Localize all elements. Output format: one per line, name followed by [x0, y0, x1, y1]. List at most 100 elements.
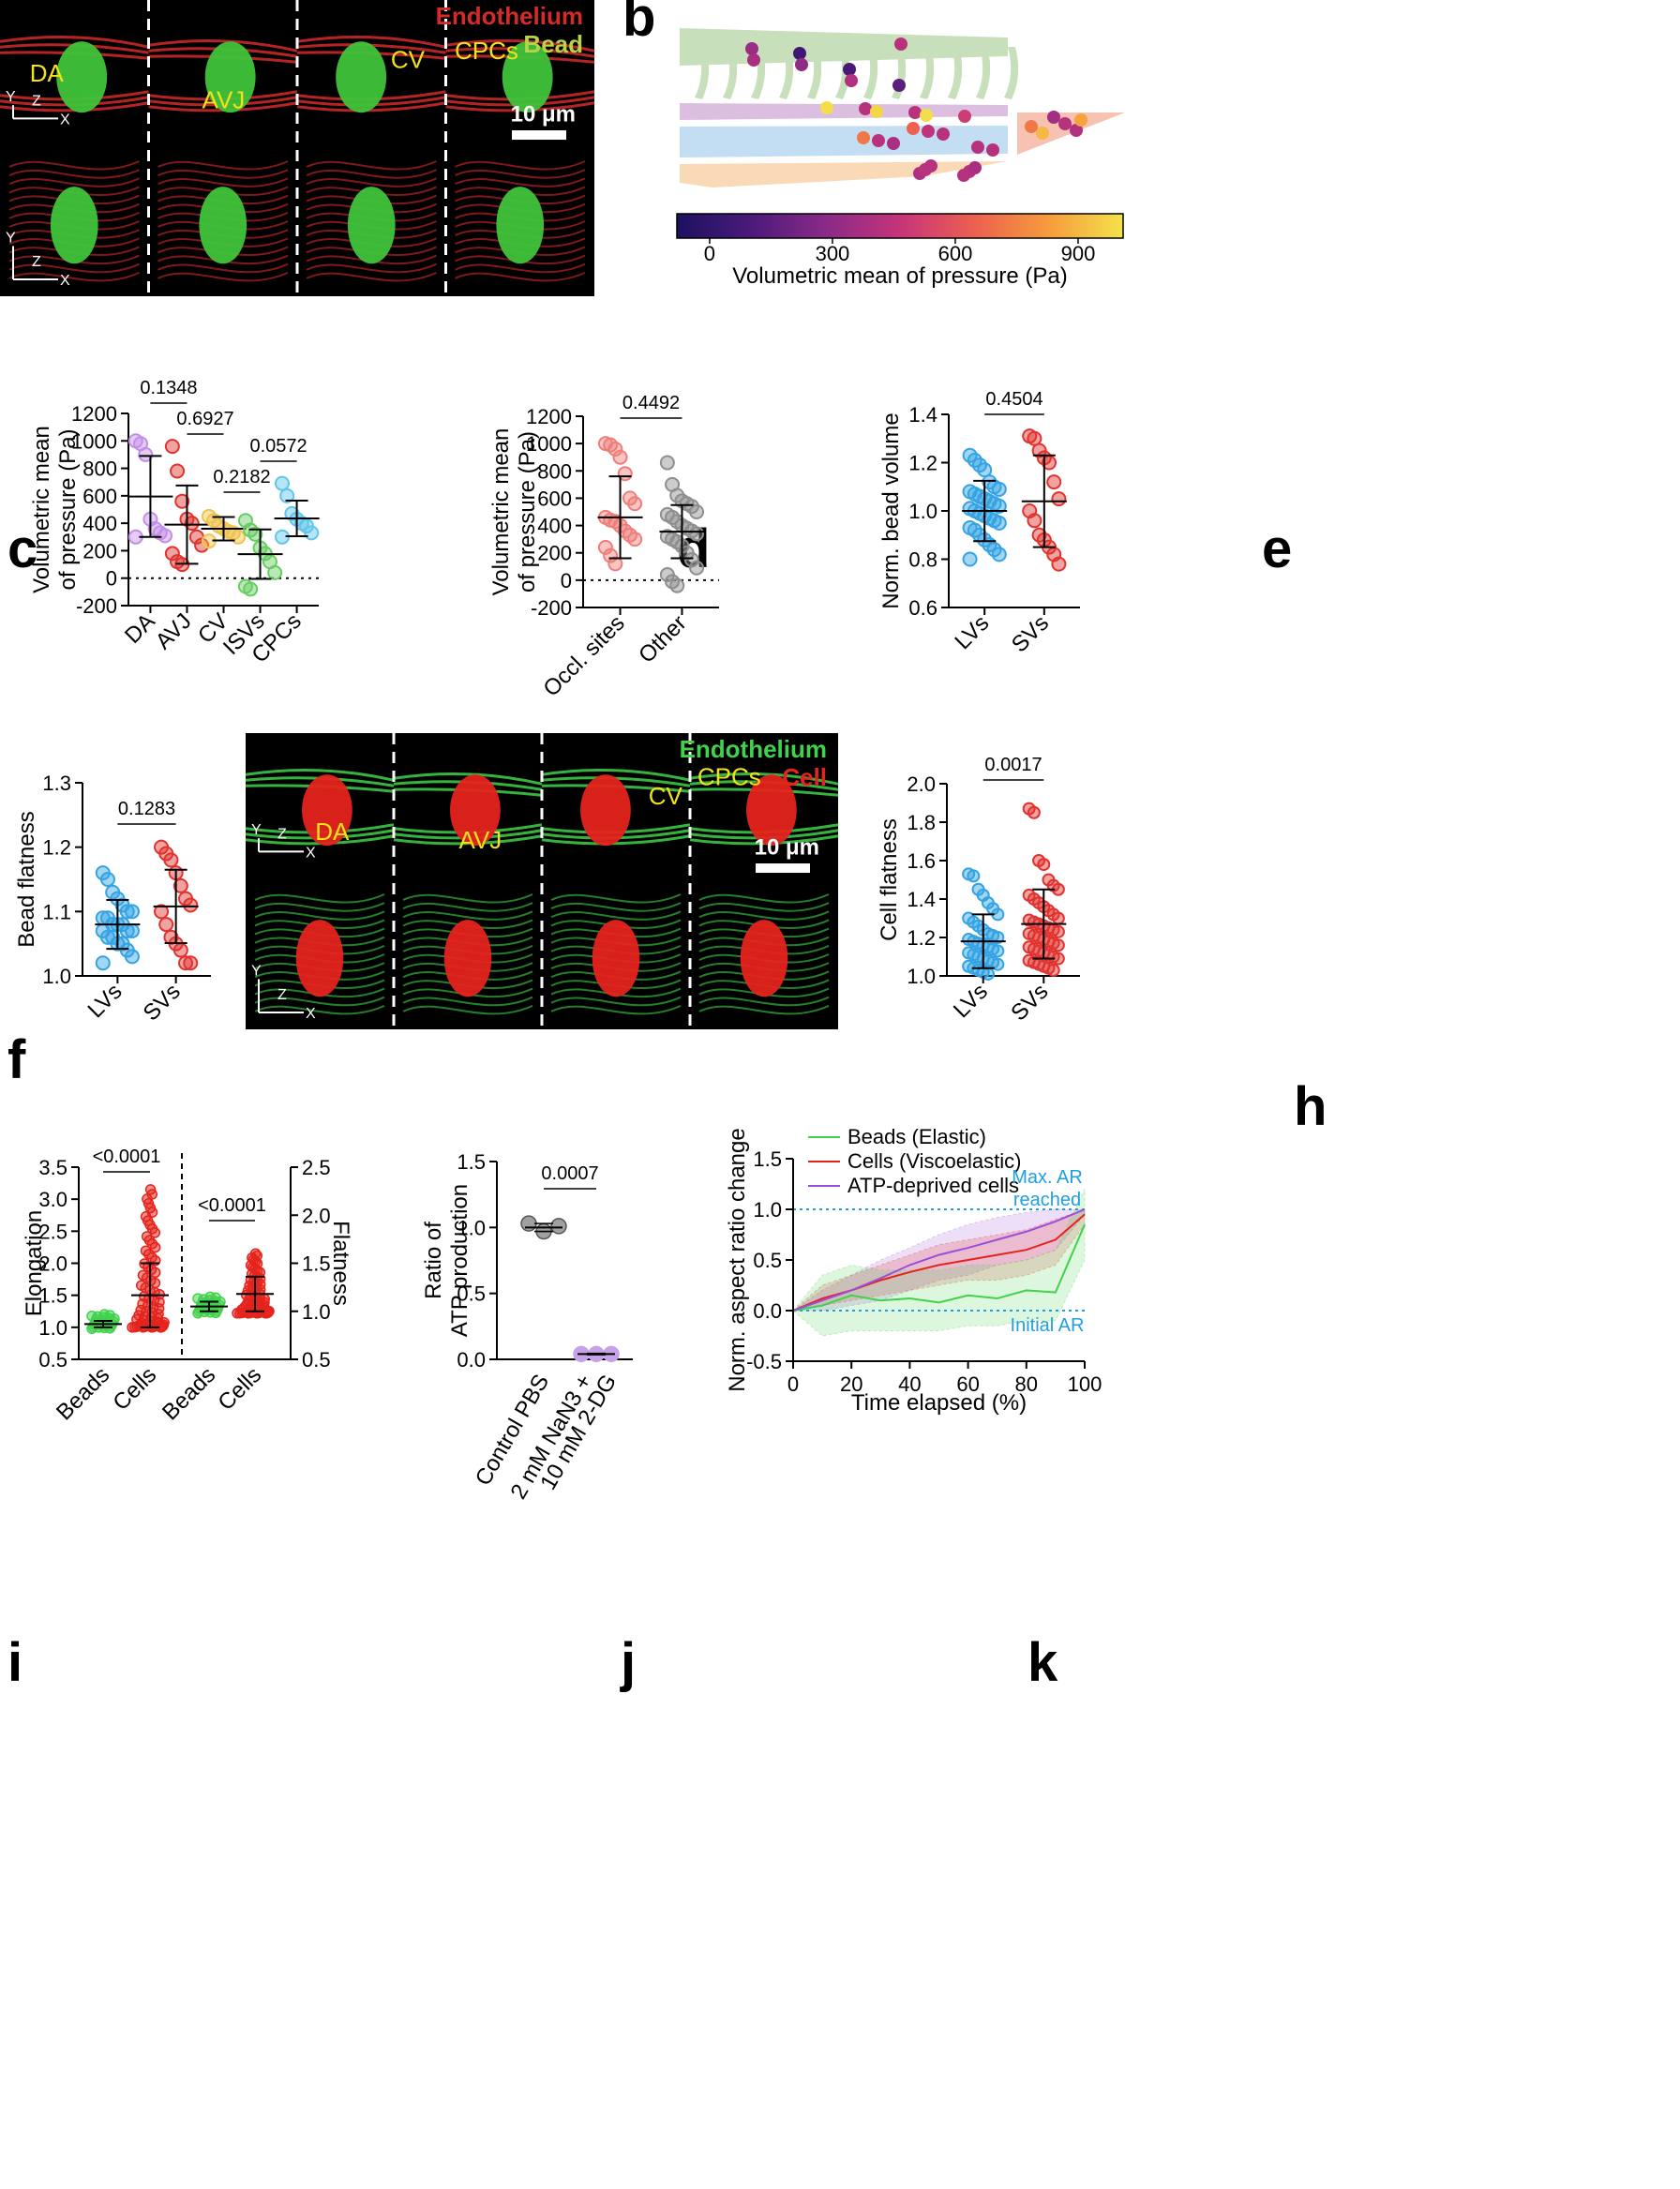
data-point: [1051, 938, 1065, 952]
series-line: [792, 1223, 1086, 1312]
pressure-dot: [971, 141, 984, 154]
pressure-dot: [1074, 113, 1088, 127]
data-point: [1046, 963, 1060, 977]
y-tick-label: 200: [82, 539, 117, 562]
colorbar-tick-label: 600: [938, 242, 973, 265]
data-point: [124, 904, 140, 920]
x-tick-label: SVs: [1007, 610, 1054, 657]
pressure-dot: [986, 143, 999, 157]
data-point: [550, 1218, 567, 1235]
cell: [450, 774, 501, 847]
y-tick-label: 1000: [71, 429, 117, 453]
vessel-wall: [0, 35, 149, 49]
x-tick-label: Beads: [158, 1362, 220, 1425]
vessel-mesh: [306, 271, 437, 282]
y-tick-label: -200: [531, 596, 572, 620]
data-point: [597, 539, 613, 555]
x-tick-label: 0: [788, 1372, 799, 1396]
x-tick-label: Cells: [108, 1362, 161, 1416]
legend-cell: Cell: [782, 763, 827, 791]
data-point: [991, 498, 1007, 514]
data-point: [178, 955, 194, 971]
y-tick-label: 0.5: [753, 1249, 782, 1272]
data-point: [1051, 911, 1065, 925]
y-tick-label: 1.2: [42, 836, 71, 860]
data-point: [991, 944, 1005, 958]
y-tick-label: 0.5: [302, 1348, 331, 1372]
data-point: [138, 446, 154, 462]
y-tick-label: 0.8: [908, 548, 938, 572]
y-tick-label: 0.6: [908, 596, 938, 620]
confidence-band: [792, 1189, 1086, 1337]
x-tick-label: Beads: [52, 1362, 114, 1425]
isv-branch: [1004, 47, 1019, 99]
legend-endothelium: Endothelium: [680, 735, 827, 763]
data-point: [154, 904, 170, 920]
vessel-mesh: [306, 169, 437, 179]
y-tick-label: 2.5: [302, 1156, 331, 1179]
y-tick-label: 400: [537, 515, 572, 538]
bead: [502, 41, 553, 113]
data-point: [991, 547, 1007, 562]
panel-letter-j: j: [620, 1632, 636, 1693]
data-point: [991, 931, 1005, 944]
data-point: [248, 526, 263, 542]
panel-letter-e: e: [1262, 518, 1292, 579]
y-axis-label: Volumetric mean: [29, 426, 54, 593]
pressure-dot: [872, 134, 885, 147]
x-tick-label: 60: [956, 1372, 979, 1396]
vessel-mesh: [698, 996, 830, 1007]
legend-label: ATP-deprived cells: [848, 1174, 1019, 1197]
panel-letter-b: b: [622, 0, 655, 48]
pressure-dot: [1025, 120, 1038, 133]
axis-y-label: Y: [251, 822, 262, 838]
vessel-mesh: [550, 902, 682, 912]
vessel-mesh: [455, 160, 586, 171]
axis-y-label: Y: [251, 963, 262, 979]
data-point: [627, 532, 643, 547]
data-point: [249, 1248, 262, 1259]
bead-3d: [199, 187, 248, 264]
region-label: CPCs: [455, 37, 518, 65]
y-tick-label: 0: [561, 569, 572, 592]
scale-label: 10 μm: [755, 835, 819, 861]
isv-branch: [807, 47, 822, 99]
vessel-mesh: [158, 262, 289, 274]
pressure-dot: [1058, 117, 1072, 130]
region-label: CV: [649, 782, 683, 810]
max-ar-label: Max. AR: [1012, 1167, 1083, 1188]
pressure-dot: [747, 53, 760, 67]
vessel-wall: [689, 772, 839, 786]
bead: [204, 41, 256, 113]
colorbar: [676, 213, 1124, 239]
bead-3d: [347, 187, 396, 264]
vessel-wall: [296, 35, 446, 49]
vessel-mesh: [306, 160, 437, 171]
y-tick-label: 1.2: [908, 452, 938, 475]
pressure-dot: [870, 105, 883, 118]
axis-x-label: X: [306, 1006, 316, 1022]
y-tick-label: 1.5: [302, 1252, 331, 1276]
cell: [302, 774, 352, 847]
vessel-mesh: [254, 893, 385, 904]
panel-letter-h: h: [1294, 1076, 1327, 1137]
p-value-label: 0.2182: [213, 467, 270, 487]
x-tick-label: Occl. sites: [538, 610, 629, 701]
vessel-wall: [245, 768, 395, 782]
data-point: [279, 487, 295, 503]
y-tick-label: 2.0: [302, 1204, 331, 1227]
y-tick-label: 1.6: [907, 849, 936, 873]
y-tick-label: 1.4: [907, 888, 936, 911]
y-tick-label: -0.5: [746, 1350, 782, 1373]
vessel-mesh: [402, 893, 533, 904]
data-point: [172, 877, 188, 893]
pressure-dot: [1070, 124, 1083, 137]
vessel-mesh: [158, 169, 289, 179]
data-point: [231, 529, 247, 545]
vessel-mesh: [254, 902, 385, 912]
series-line: [792, 1208, 1086, 1312]
vessel-mesh: [402, 902, 533, 912]
vessel-mesh: [550, 910, 682, 921]
